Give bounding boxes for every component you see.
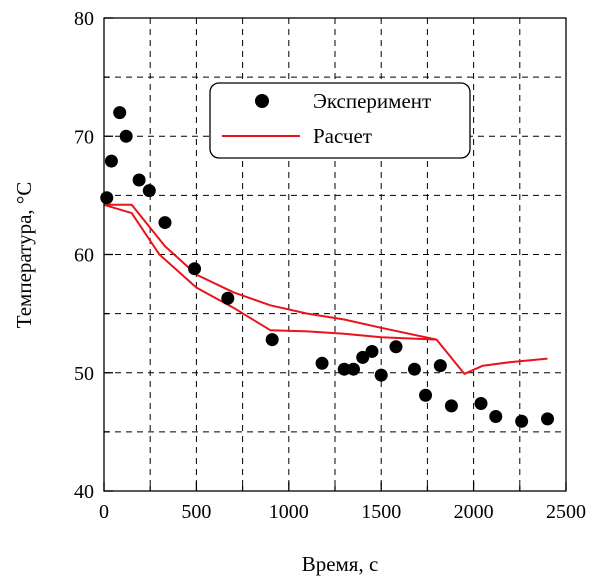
experiment-point (265, 333, 279, 347)
legend: Эксперимент Расчет (209, 82, 471, 159)
legend-label-experiment: Эксперимент (313, 89, 431, 113)
experiment-point (104, 154, 118, 168)
experiment-point (315, 356, 329, 370)
calc-curve-loop (103, 203, 438, 341)
experiment-point (389, 340, 403, 354)
legend-box (209, 82, 471, 159)
x-tick-label: 1000 (269, 501, 309, 523)
series-layer (100, 106, 555, 428)
experiment-point (158, 216, 172, 230)
y-axis-title: Температура, °С (12, 182, 36, 329)
x-axis-title: Время, с (302, 552, 379, 576)
legend-marker-experiment (255, 94, 269, 108)
y-tick-label: 70 (74, 126, 94, 148)
experiment-point (356, 350, 370, 364)
experiment-point (365, 344, 379, 358)
legend-label-calc: Расчет (313, 124, 372, 148)
y-tick-label: 40 (74, 481, 94, 503)
y-tick-label: 50 (74, 363, 94, 385)
axes: 0 500 1000 1500 2000 2500 40 50 60 70 80 (74, 8, 586, 523)
experiment-point (142, 184, 156, 198)
experiment-point (132, 173, 146, 187)
experiment-point (337, 362, 351, 376)
experiment-point (419, 388, 433, 402)
x-tick-label: 1500 (361, 501, 401, 523)
x-tick-label: 2500 (546, 501, 586, 523)
x-tick-label: 500 (181, 501, 211, 523)
experiment-point (113, 106, 127, 120)
experiment-point (346, 362, 360, 376)
experiment-point (444, 399, 458, 413)
experiment-point (221, 291, 235, 305)
x-tick-label: 0 (99, 501, 109, 523)
y-tick-label: 80 (74, 8, 94, 30)
calc-curve-tail (435, 338, 548, 375)
x-tick-label: 2000 (454, 501, 494, 523)
experiment-point (119, 129, 133, 143)
y-tick-label: 60 (74, 245, 94, 267)
experiment-point (541, 412, 555, 426)
experiment-point (407, 362, 421, 376)
experiment-point (515, 414, 529, 428)
experiment-point (474, 396, 488, 410)
experiment-point (100, 191, 114, 205)
experiment-point (489, 410, 503, 424)
experiment-point (433, 359, 447, 373)
experiment-point (188, 262, 202, 276)
experiment-point (374, 368, 388, 382)
